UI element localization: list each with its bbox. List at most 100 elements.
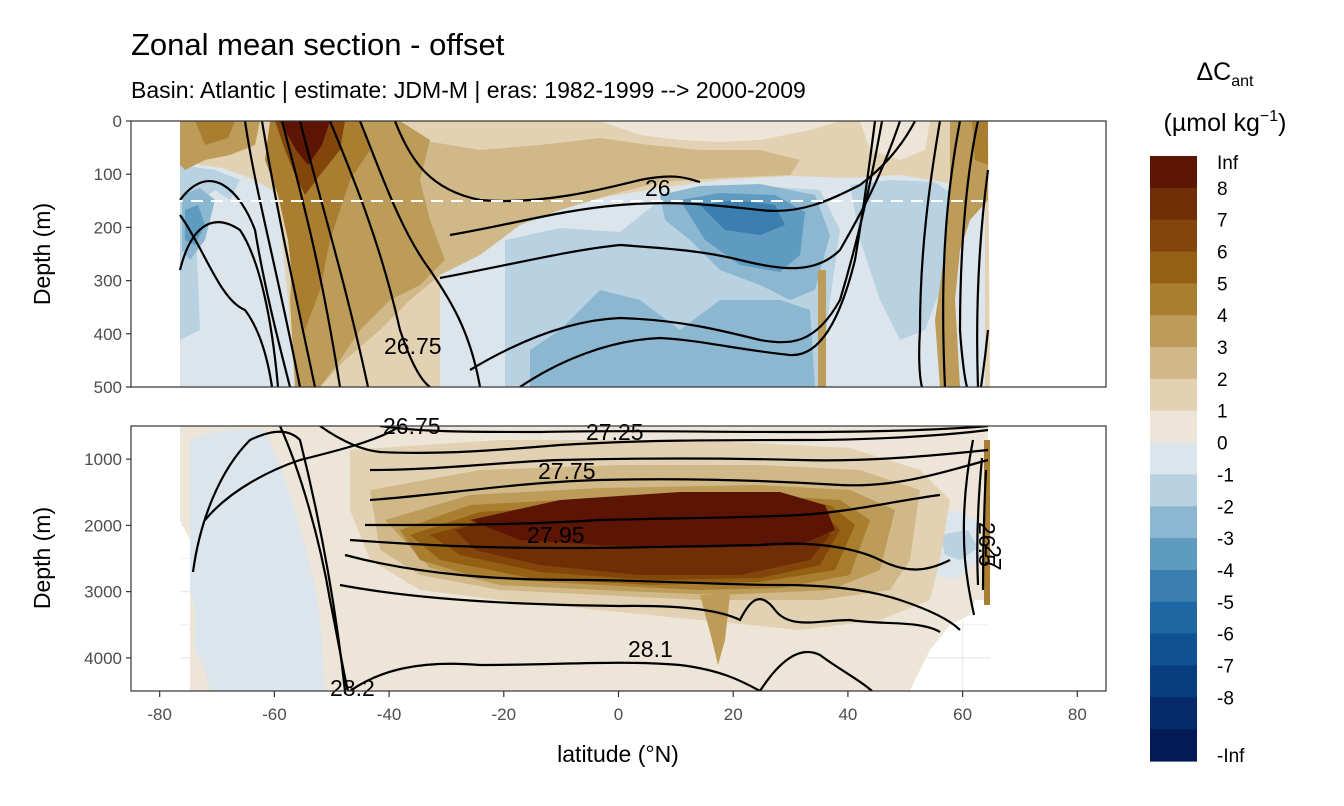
legend-label: -7 — [1217, 656, 1234, 677]
x-tick-label: -20 — [492, 705, 517, 724]
legend-label: 3 — [1217, 338, 1228, 359]
lower-contour — [339, 583, 941, 633]
lower-y-tick-label: 2000 — [84, 516, 122, 535]
chart-subtitle: Basin: Atlantic | estimate: JDM-M | eras… — [131, 77, 806, 103]
x-tick-label: 0 — [614, 705, 623, 724]
legend-label: 5 — [1217, 274, 1228, 295]
legend-label: -3 — [1217, 529, 1234, 550]
upper-field-neg-core-dark — [700, 200, 785, 235]
upper-y-axis: 0 100 200 300 400 500 — [94, 112, 131, 397]
legend-label: -4 — [1217, 561, 1234, 582]
legend-title: ΔCant — [1196, 58, 1254, 90]
chart-title: Zonal mean section - offset — [131, 27, 505, 62]
upper-field-pos-strong — [265, 121, 370, 330]
legend-label: -5 — [1217, 593, 1234, 614]
upper-filled-field — [131, 121, 1106, 387]
upper-contour — [179, 214, 274, 387]
upper-y-tick-label: 0 — [113, 112, 122, 131]
legend-color-swatch — [1150, 251, 1197, 284]
lower-panel: 27.25 27.75 27.95 28.1 28.2 26.75 26.5 2… — [130, 413, 1107, 701]
legend-label: 0 — [1217, 434, 1228, 455]
legend-label: 8 — [1217, 179, 1228, 200]
legend-label: -1 — [1217, 465, 1234, 486]
upper-contour — [958, 121, 980, 387]
legend-color-swatch — [1150, 347, 1197, 380]
legend-label: -2 — [1217, 497, 1234, 518]
contour-label-27-75: 27.75 — [538, 458, 596, 484]
lower-contour — [981, 469, 988, 591]
upper-y-tick-label: 500 — [94, 378, 122, 397]
contour-label-28-1: 28.1 — [628, 636, 673, 662]
lower-y-tick-label: 4000 — [84, 649, 122, 668]
lower-y-tick-label: 1000 — [84, 450, 122, 469]
upper-contour — [243, 121, 302, 387]
upper-y-tick-label: 100 — [94, 165, 122, 184]
contour-label-26: 26 — [645, 175, 671, 201]
lower-contour — [204, 426, 401, 521]
upper-field-pos-shelf-2 — [195, 121, 235, 145]
legend-colorbar: Inf 8 7 6 5 4 3 2 1 0 -1 -2 -3 -4 -5 -6 -7 -8 -Inf — [1150, 153, 1245, 767]
legend-color-swatch — [1150, 378, 1197, 412]
upper-field-neg-north — [850, 180, 960, 340]
lower-y-axis-title: Depth (m) — [29, 507, 55, 609]
upper-field-mask — [131, 121, 1106, 387]
contour-label-26-5-vertical: 26.5 — [974, 522, 1000, 567]
upper-contour — [393, 121, 701, 203]
legend-units-main: (µmol kg — [1164, 109, 1260, 137]
upper-field-pos-shelf — [180, 121, 260, 170]
upper-y-tick-label: 300 — [94, 272, 122, 291]
legend-label: 7 — [1217, 211, 1228, 232]
upper-contour — [358, 121, 482, 387]
lower-contour — [191, 430, 347, 691]
legend-title-main: ΔC — [1196, 58, 1231, 86]
legend-label: -8 — [1217, 688, 1234, 709]
x-tick-label: 80 — [1068, 705, 1087, 724]
lower-contour — [278, 426, 350, 691]
upper-contour — [260, 121, 317, 387]
lower-field-neg-south — [190, 429, 325, 691]
upper-y-tick-label: 200 — [94, 218, 122, 237]
legend-label: 6 — [1217, 243, 1228, 264]
legend: ΔCant (µmol kg−1) Inf 8 7 6 5 4 3 2 1 0 -1 -2 -3 -4 -5… — [1150, 58, 1286, 767]
legend-label: 2 — [1217, 370, 1228, 391]
upper-contour — [979, 329, 990, 387]
legend-color-swatch — [1150, 697, 1197, 730]
legend-color-swatch — [1150, 315, 1197, 348]
lower-contour — [962, 439, 976, 616]
legend-color-swatch — [1150, 538, 1197, 571]
legend-label: -6 — [1217, 625, 1234, 646]
lower-contour — [369, 458, 989, 502]
lower-contour — [379, 426, 989, 434]
lower-y-axis: 1000 2000 3000 4000 — [84, 450, 131, 668]
legend-label: 4 — [1217, 306, 1228, 327]
lower-contour — [759, 650, 873, 691]
lower-field-mask — [131, 426, 1106, 691]
legend-color-swatch — [1150, 633, 1197, 667]
upper-field-neg-south-4 — [185, 205, 205, 245]
legend-label: -Inf — [1217, 746, 1245, 767]
lower-field-neg-north-2 — [940, 530, 978, 560]
lower-contour — [976, 457, 984, 586]
legend-color-swatch — [1150, 283, 1197, 316]
contour-label-28-2: 28.2 — [330, 675, 375, 701]
upper-y-tick-label: 400 — [94, 325, 122, 344]
contour-label-27-vertical: 27 — [980, 545, 1006, 571]
legend-label: 1 — [1217, 402, 1228, 423]
upper-panel: 26 26.75 — [130, 120, 1107, 388]
x-axis: -80 -60 -40 -20 0 20 40 60 80 — [147, 691, 1087, 724]
legend-color-swatch — [1150, 219, 1197, 253]
upper-field-pos-northeast — [935, 121, 988, 387]
legend-title-subscript: ant — [1231, 73, 1254, 90]
contour-label-26-75: 26.75 — [384, 333, 442, 359]
lower-contour — [349, 661, 761, 691]
upper-contour — [439, 121, 902, 280]
legend-color-swatch — [1150, 474, 1197, 507]
lower-contour — [349, 538, 951, 571]
upper-contour — [942, 121, 962, 387]
lower-contour — [364, 493, 941, 527]
legend-color-swatch — [1150, 187, 1197, 221]
legend-units: (µmol kg−1) — [1164, 108, 1287, 137]
lower-field-pos-core-dark — [470, 492, 835, 548]
legend-label: Inf — [1217, 153, 1239, 174]
x-tick-label: 40 — [838, 705, 857, 724]
